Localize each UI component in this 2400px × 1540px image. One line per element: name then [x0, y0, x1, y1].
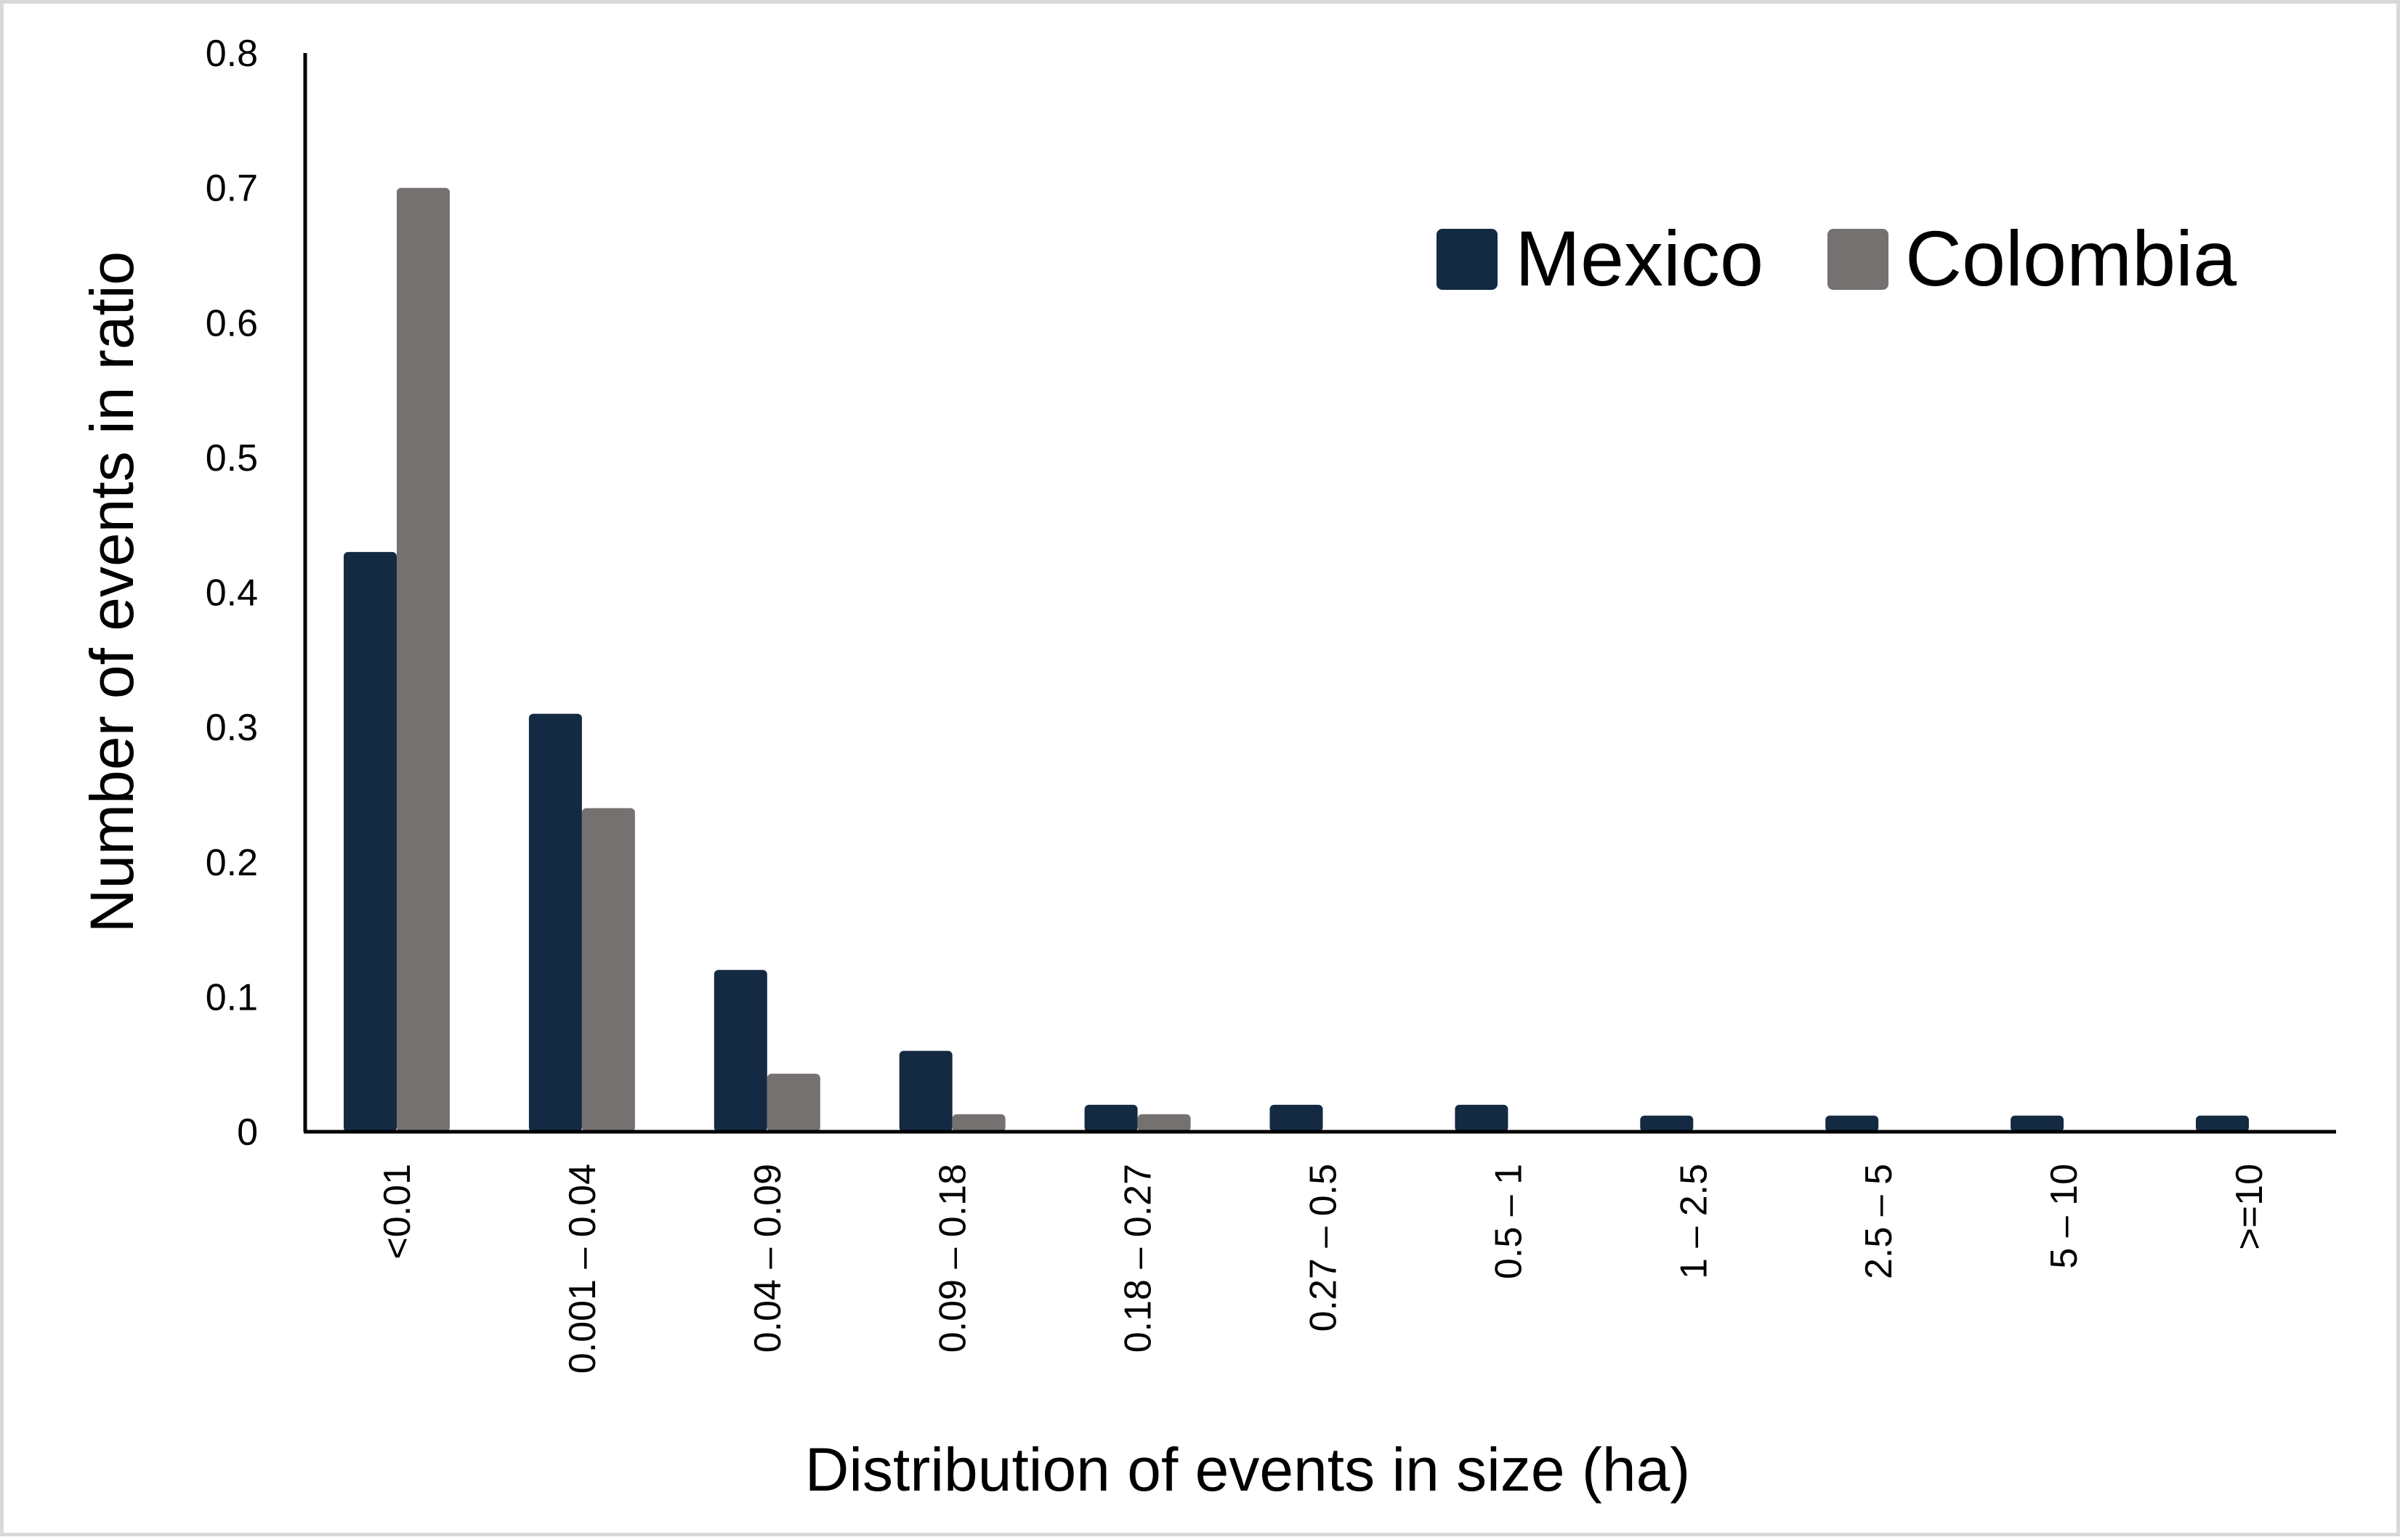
bar-mexico-1: [528, 713, 582, 1132]
bar-mexico-10: [2196, 1115, 2249, 1132]
y-tick-label: 0: [237, 1111, 258, 1154]
x-tick-label: 0.001 – 0.04: [562, 1164, 604, 1374]
bar-mexico-9: [2011, 1115, 2064, 1132]
x-axis-title: Distribution of events in size (ha): [805, 1435, 1691, 1504]
legend-swatch-colombia: [1827, 229, 1888, 290]
y-axis-title: Number of events in ratio: [78, 251, 146, 933]
x-tick-label: 0.04 – 0.09: [747, 1164, 789, 1353]
x-tick-label: >=10: [2229, 1164, 2271, 1250]
y-tick-label: 0.1: [206, 976, 258, 1018]
y-tick-label: 0.5: [206, 437, 258, 479]
bar-colombia-2: [767, 1074, 820, 1132]
legend-label-mexico: Mexico: [1515, 214, 1763, 302]
bar-chart: 0 0.1 0.2 0.3 0.4 0.5 0.6 0.7 0.8 <0.01 0.001 – 0…: [78, 33, 2336, 1504]
y-tick-labels: 0 0.1 0.2 0.3 0.4 0.5 0.6 0.7 0.8: [206, 33, 258, 1154]
bar-mexico-5: [1269, 1104, 1323, 1132]
bar-mexico-2: [714, 970, 767, 1132]
x-tick-label: 2.5 – 5: [1858, 1164, 1900, 1279]
legend-label-colombia: Colombia: [1905, 214, 2237, 302]
bar-colombia-4: [1137, 1114, 1191, 1132]
bar-mexico-8: [1825, 1115, 1879, 1132]
bar-mexico-4: [1084, 1104, 1138, 1132]
x-tick-label: <0.01: [376, 1164, 419, 1260]
x-tick-label: 0.09 – 0.18: [932, 1164, 974, 1353]
y-tick-label: 0.4: [206, 572, 258, 615]
legend: Mexico Colombia: [1437, 214, 2237, 302]
x-tick-label: 0.5 – 1: [1487, 1164, 1530, 1279]
y-tick-label: 0.6: [206, 302, 258, 344]
x-tick-labels: <0.01 0.001 – 0.04 0.04 – 0.09 0.09 – 0.18 0…: [376, 1164, 2271, 1374]
bars-group: [344, 187, 2249, 1132]
bar-mexico-7: [1640, 1115, 1694, 1132]
x-tick-label: 5 – 10: [2043, 1164, 2085, 1269]
legend-swatch-mexico: [1437, 229, 1498, 290]
x-tick-label: 1 – 2.5: [1673, 1164, 1715, 1279]
y-tick-label: 0.3: [206, 707, 258, 749]
bar-colombia-3: [952, 1114, 1006, 1132]
bar-mexico-0: [344, 551, 397, 1132]
y-tick-label: 0.8: [206, 33, 258, 75]
y-tick-label: 0.7: [206, 168, 258, 210]
bar-colombia-0: [397, 187, 450, 1132]
bar-mexico-6: [1455, 1104, 1508, 1132]
bar-colombia-1: [581, 808, 635, 1132]
x-tick-label: 0.18 – 0.27: [1118, 1164, 1160, 1353]
x-tick-label: 0.27 – 0.5: [1303, 1164, 1345, 1332]
y-tick-label: 0.2: [206, 842, 258, 884]
bar-mexico-3: [899, 1050, 953, 1132]
